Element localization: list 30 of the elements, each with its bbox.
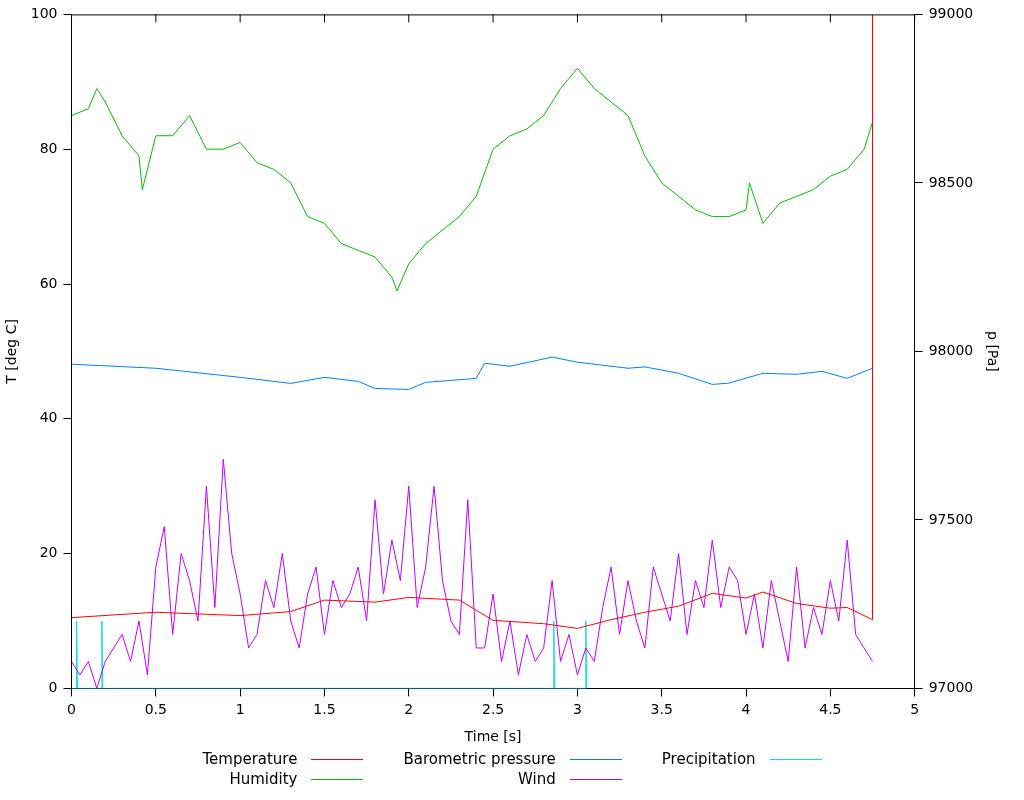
legend-label: Humidity <box>229 770 298 788</box>
legend-label: Barometric pressure <box>403 750 556 768</box>
x-tick-label: 0 <box>67 701 76 718</box>
legend-label: Wind <box>518 770 556 788</box>
y-tick-label: 60 <box>39 274 58 291</box>
y2-tick-label: 97000 <box>928 679 974 696</box>
y-tick-label: 20 <box>39 544 58 561</box>
x-tick-label: 4.5 <box>819 701 842 718</box>
x-tick-label: 1.5 <box>313 701 336 718</box>
legend-label: Precipitation <box>661 750 756 768</box>
y2-tick-label: 99000 <box>928 5 974 22</box>
x-tick-label: 3.5 <box>650 701 673 718</box>
y-tick-label: 0 <box>48 679 58 696</box>
x-axis-title: Time [s] <box>463 728 522 745</box>
x-tick-label: 5 <box>910 701 920 718</box>
y2-tick-label: 97500 <box>928 510 974 527</box>
y-tick-label: 40 <box>39 409 58 426</box>
x-tick-label: 1 <box>235 701 245 718</box>
x-tick-label: 4 <box>741 701 751 718</box>
y2-tick-label: 98500 <box>928 173 974 190</box>
y2-axis-title: p [Pa] <box>984 331 1001 372</box>
x-tick-label: 0.5 <box>144 701 167 718</box>
x-tick-label: 2.5 <box>481 701 505 718</box>
legend-label: Temperature <box>202 750 298 768</box>
y-tick-label: 80 <box>39 139 58 156</box>
y-tick-label: 100 <box>30 5 58 22</box>
y2-tick-label: 98000 <box>928 342 974 359</box>
x-tick-label: 2 <box>404 701 414 718</box>
y-axis-title: T [deg C] <box>3 319 20 385</box>
x-tick-label: 3 <box>572 701 582 718</box>
